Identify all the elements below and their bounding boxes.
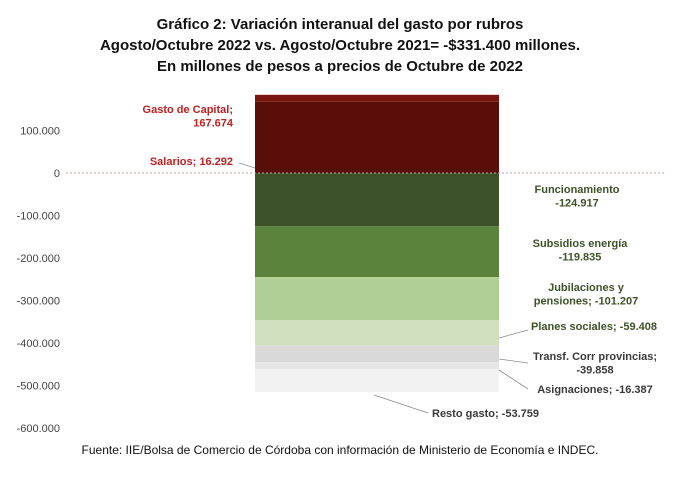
data-label-salarios: Salarios; 16.292 [150,156,233,168]
bar-segment-resto-gasto [255,369,499,393]
bar-segment-salarios [255,94,499,102]
leader-line-salarios [238,162,256,169]
y-tick-label: 0 [54,168,60,180]
data-label-transf-corr-provincias: Transf. Corr provincias; [533,351,657,363]
data-label-gasto-de-capital: 167.674 [193,118,234,130]
y-tick-label: -100.000 [17,211,60,223]
y-tick-label: 100.000 [20,126,60,138]
data-label-jubilaciones-y-pensiones: Jubilaciones y [548,282,625,294]
bar-segment-gasto-de-capital [255,101,499,173]
source-note: Fuente: IIE/Bolsa de Comercio de Córdoba… [81,443,599,457]
data-label-resto-gasto: Resto gasto; -53.759 [432,408,539,420]
data-label-gasto-de-capital: Gasto de Capital; [143,104,233,116]
data-label-subsidios-energia: Subsidios energía [533,238,629,250]
leader-line-resto-gasto [373,394,429,414]
y-tick-label: -600.000 [17,423,60,435]
data-label-funcionamiento: Funcionamiento [535,184,620,196]
y-tick-label: -500.000 [17,381,60,393]
bar-segment-subsidios-energia [255,226,499,278]
y-tick-label: -200.000 [17,253,60,265]
leader-line-planes-sociales [498,329,529,339]
data-label-jubilaciones-y-pensiones: pensiones; -101.207 [534,296,639,308]
data-label-funcionamiento: -124.917 [555,198,598,210]
leader-line-transf-corr-provincias [498,358,529,364]
chart-title-line-3: En millones de pesos a precios de Octubr… [157,58,523,75]
bar-segment-funcionamiento [255,173,499,227]
y-tick-label: -300.000 [17,296,60,308]
bar-segment-transf-corr-provincias [255,345,499,363]
bar-segment-planes-sociales [255,320,499,346]
chart-title-line-1: Gráfico 2: Variación interanual del gast… [156,16,524,33]
data-label-subsidios-energia: -119.835 [559,252,602,264]
data-label-asignaciones: Asignaciones; -16.387 [537,384,653,396]
y-tick-label: -400.000 [17,338,60,350]
data-label-transf-corr-provincias: -39.858 [576,365,613,377]
data-label-planes-sociales: Planes sociales; -59.408 [531,321,657,333]
chart-title-line-2: Agosto/Octubre 2022 vs. Agosto/Octubre 2… [99,37,581,54]
bar-segment-jubilaciones-y-pensiones [255,277,499,321]
leader-line-asignaciones [498,369,529,390]
bar-segment-asignaciones [255,362,499,370]
chart-title: Gráfico 2: Variación interanual del gast… [0,14,680,77]
